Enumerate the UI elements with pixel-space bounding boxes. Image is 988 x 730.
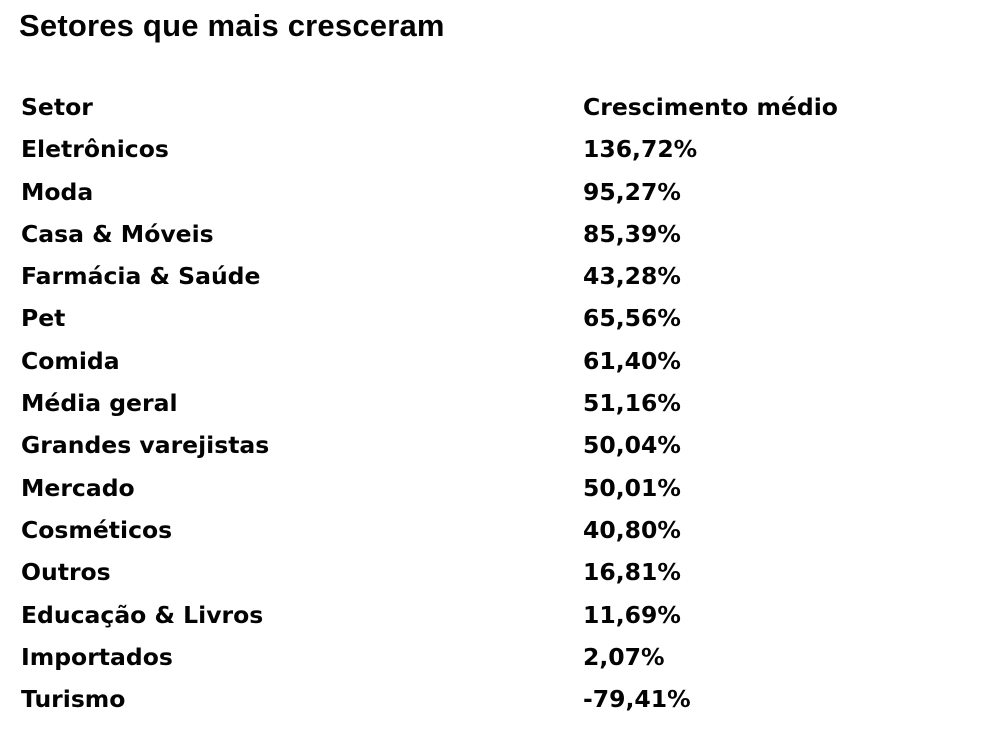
sector-name-cell: Importados bbox=[21, 642, 173, 671]
sector-name-cell: Eletrônicos bbox=[21, 135, 169, 164]
sector-name-cell: Farmácia & Saúde bbox=[21, 262, 261, 291]
sector-name-cell: Grandes varejistas bbox=[21, 431, 270, 460]
sector-name-cell: Comida bbox=[21, 346, 120, 375]
column-header-setor: Setor bbox=[21, 93, 93, 121]
table-row: Eletrônicos 136,72% bbox=[21, 128, 971, 170]
table-row: Cosméticos 40,80% bbox=[21, 509, 971, 551]
sector-name-cell: Educação & Livros bbox=[21, 600, 264, 629]
table-row: Turismo -79,41% bbox=[21, 678, 971, 720]
table-row: Média geral 51,16% bbox=[21, 382, 971, 424]
growth-value-cell: 61,40% bbox=[583, 346, 681, 375]
table-row: Mercado 50,01% bbox=[21, 467, 971, 509]
growth-value-cell: 16,81% bbox=[583, 558, 681, 587]
table-row: Grandes varejistas 50,04% bbox=[21, 424, 971, 466]
table-row: Pet 65,56% bbox=[21, 297, 971, 339]
table-row: Educação & Livros 11,69% bbox=[21, 594, 971, 636]
growth-value-cell: 50,04% bbox=[583, 431, 681, 460]
table-header-row: Setor Crescimento médio bbox=[21, 86, 971, 128]
table-row: Importados 2,07% bbox=[21, 636, 971, 678]
table-row: Moda 95,27% bbox=[21, 171, 971, 213]
column-header-crescimento: Crescimento médio bbox=[583, 93, 838, 121]
growth-value-cell: 2,07% bbox=[583, 642, 665, 671]
table-row: Outros 16,81% bbox=[21, 551, 971, 593]
sector-name-cell: Pet bbox=[21, 304, 66, 333]
growth-value-cell: 65,56% bbox=[583, 304, 681, 333]
growth-value-cell: 40,80% bbox=[583, 515, 681, 544]
sector-name-cell: Mercado bbox=[21, 473, 135, 502]
sector-name-cell: Moda bbox=[21, 177, 94, 206]
table-row: Farmácia & Saúde 43,28% bbox=[21, 255, 971, 297]
sector-name-cell: Outros bbox=[21, 558, 111, 587]
growth-value-cell: 50,01% bbox=[583, 473, 681, 502]
sector-name-cell: Casa & Móveis bbox=[21, 219, 214, 248]
growth-value-cell: 43,28% bbox=[583, 262, 681, 291]
table-body: Eletrônicos 136,72% Moda 95,27% Casa & M… bbox=[21, 128, 971, 720]
table-row: Comida 61,40% bbox=[21, 340, 971, 382]
sector-name-cell: Cosméticos bbox=[21, 515, 173, 544]
sector-name-cell: Turismo bbox=[21, 685, 126, 714]
growth-value-cell: 95,27% bbox=[583, 177, 681, 206]
growth-value-cell: 136,72% bbox=[583, 135, 698, 164]
growth-value-cell: 11,69% bbox=[583, 600, 681, 629]
growth-value-cell: 85,39% bbox=[583, 219, 681, 248]
table-row: Casa & Móveis 85,39% bbox=[21, 213, 971, 255]
growth-table: Setor Crescimento médio Eletrônicos 136,… bbox=[21, 86, 971, 720]
page-title: Setores que mais cresceram bbox=[19, 8, 445, 43]
growth-value-cell: 51,16% bbox=[583, 389, 681, 418]
sector-name-cell: Média geral bbox=[21, 389, 178, 418]
growth-value-cell: -79,41% bbox=[583, 685, 691, 714]
